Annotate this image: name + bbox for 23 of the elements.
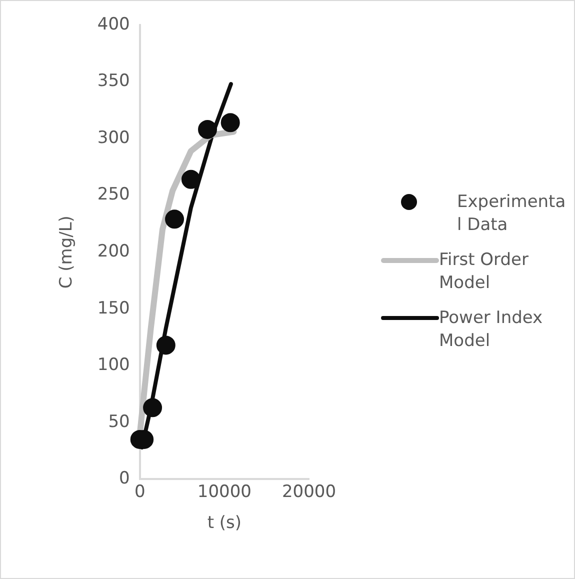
point [181, 170, 200, 189]
y-tick-label: 250 [97, 184, 130, 205]
x-axis-title: t (s) [207, 513, 242, 534]
point [143, 398, 162, 418]
x-tick-label: 0 [134, 482, 146, 502]
point [156, 336, 176, 355]
y-tick-label: 0 [119, 468, 130, 489]
x-tick-label: 20000 [282, 482, 336, 502]
y-tick-label: 400 [97, 14, 130, 34]
legend-label: Experimental Data [457, 191, 566, 237]
y-tick-label: 100 [97, 355, 130, 376]
y-tick-label: 150 [97, 298, 130, 318]
y-tick-label: 350 [97, 71, 130, 92]
legend-label: Power Index Model [439, 307, 544, 353]
point [220, 113, 240, 132]
y-tick-label: 200 [97, 242, 130, 262]
y-tick-label: 50 [108, 412, 130, 432]
x-tick-label: 10000 [197, 482, 252, 502]
legend-label: First Order Model [439, 249, 530, 295]
point [198, 120, 218, 139]
point [165, 210, 184, 229]
y-axis-title: C (mg/L) [56, 216, 77, 289]
y-tick-label: 300 [97, 128, 130, 148]
